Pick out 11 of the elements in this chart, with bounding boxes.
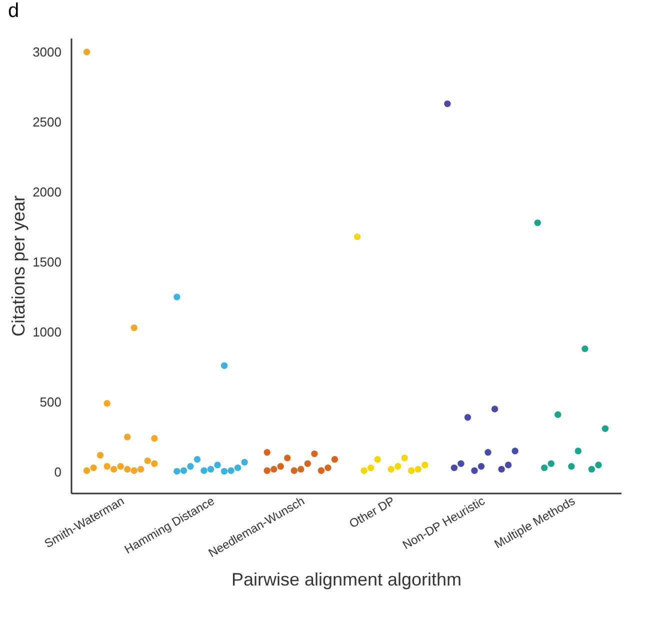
y-axis-title: Citations per year <box>8 195 29 337</box>
y-tick-label: 2000 <box>32 184 62 200</box>
y-tick-label: 3000 <box>32 44 62 60</box>
y-tick-label: 1500 <box>32 254 62 270</box>
x-axis-title: Pairwise alignment algorithm <box>231 569 462 590</box>
y-tick-label: 500 <box>40 394 62 410</box>
y-tick-label: 2500 <box>32 114 62 130</box>
y-tick-label: 1000 <box>32 324 62 340</box>
x-tick-label: Other DP <box>346 494 398 531</box>
text: d <box>8 0 20 23</box>
y-tick-label: 0 <box>54 464 62 480</box>
